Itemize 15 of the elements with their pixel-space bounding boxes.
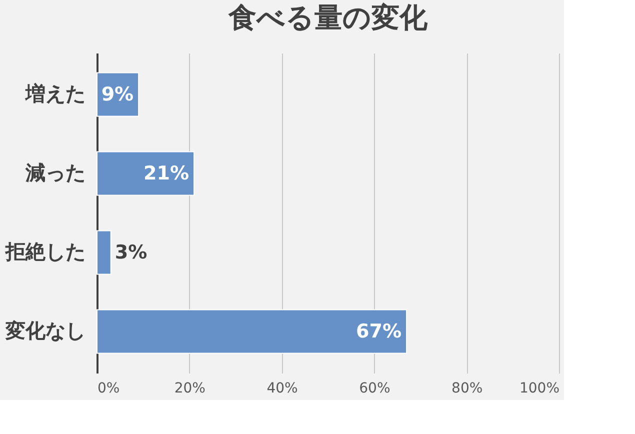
x-tick-label: 20% <box>174 380 206 396</box>
x-tick-label: 80% <box>452 380 483 396</box>
data-label: 67% <box>356 320 402 343</box>
chart-title: 食べる量の変化 <box>228 1 428 34</box>
y-tick-label: 減った <box>24 160 86 184</box>
x-tick-label: 100% <box>519 380 560 396</box>
x-tick-label: 0% <box>98 380 120 396</box>
data-label: 9% <box>101 83 134 106</box>
x-tick-label: 60% <box>359 380 390 396</box>
y-tick-label: 増えた <box>24 81 86 106</box>
data-label: 3% <box>114 242 148 264</box>
x-tick-label: 40% <box>266 380 298 396</box>
data-label: 21% <box>144 162 190 184</box>
y-tick-label: 変化なし <box>4 318 86 343</box>
y-tick-label: 拒絶した <box>4 240 86 264</box>
